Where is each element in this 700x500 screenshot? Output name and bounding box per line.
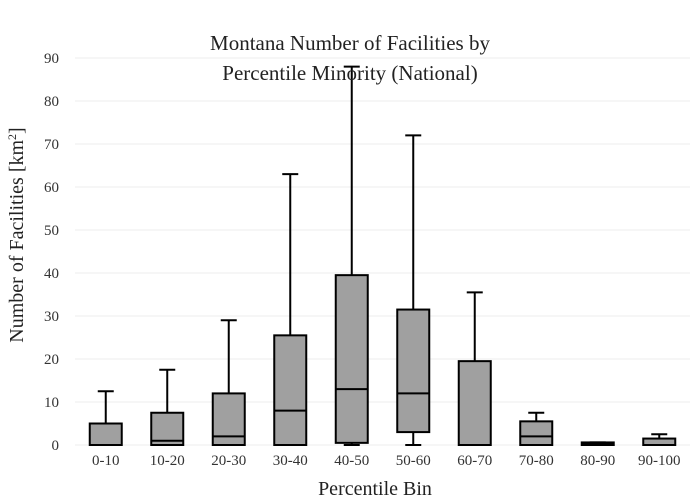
x-tick-label-4: 40-50	[334, 453, 369, 469]
box-iqr-6	[457, 360, 492, 446]
box-2	[211, 319, 246, 446]
y-axis-title-superscript: 2	[5, 134, 19, 140]
y-axis-title-main: Number of Facilities [km	[6, 140, 28, 343]
box-1	[150, 368, 185, 446]
y-tick-label-5: 50	[44, 223, 59, 239]
y-tick-label-2: 20	[44, 352, 59, 368]
box-iqr-0	[88, 422, 123, 446]
y-axis-title-close: ]	[6, 127, 28, 134]
y-tick-label-7: 70	[44, 137, 59, 153]
box-9	[642, 433, 677, 446]
x-tick-label-3: 30-40	[273, 453, 308, 469]
x-tick-label-2: 20-30	[211, 453, 246, 469]
y-tick-label-9: 90	[44, 51, 59, 67]
box-iqr-3	[273, 334, 308, 447]
y-tick-label-4: 40	[44, 266, 59, 282]
box-iqr-7	[519, 420, 554, 447]
x-tick-label-6: 60-70	[457, 453, 492, 469]
y-tick-labels: 0 10 20 30 40 50 60 70 80 90	[44, 51, 59, 454]
x-tick-label-9: 90-100	[638, 453, 681, 469]
x-tick-labels: 0-10 10-20 20-30 30-40 40-50 50-60 60-70 70-80 8…	[92, 453, 681, 469]
box-iqr-1	[150, 411, 185, 446]
x-tick-label-5: 50-60	[396, 453, 431, 469]
x-tick-label-8: 80-90	[580, 453, 615, 469]
y-tick-label-0: 0	[52, 438, 60, 454]
box-7	[519, 411, 554, 447]
box-iqr-4	[334, 274, 369, 444]
box-3	[273, 173, 308, 447]
box-iqr-5	[396, 308, 431, 434]
chart-title-line-1: Montana Number of Facilities by	[210, 31, 490, 55]
y-tick-label-1: 10	[44, 395, 59, 411]
x-tick-label-1: 10-20	[150, 453, 185, 469]
y-tick-label-8: 80	[44, 94, 59, 110]
y-axis-title: Number of Facilities [km2]	[5, 127, 28, 342]
box-8	[580, 441, 615, 447]
box-4	[334, 65, 369, 446]
chart-title-line-2: Percentile Minority (National)	[222, 61, 477, 85]
gridlines	[75, 57, 690, 446]
y-tick-label-6: 60	[44, 180, 59, 196]
x-tick-label-0: 0-10	[92, 453, 120, 469]
box-6	[457, 291, 492, 446]
box-0	[88, 390, 123, 446]
x-tick-label-7: 70-80	[519, 453, 554, 469]
box-5	[396, 134, 431, 446]
y-tick-label-3: 30	[44, 309, 59, 325]
x-axis-title: Percentile Bin	[318, 478, 432, 500]
boxes	[88, 65, 677, 447]
